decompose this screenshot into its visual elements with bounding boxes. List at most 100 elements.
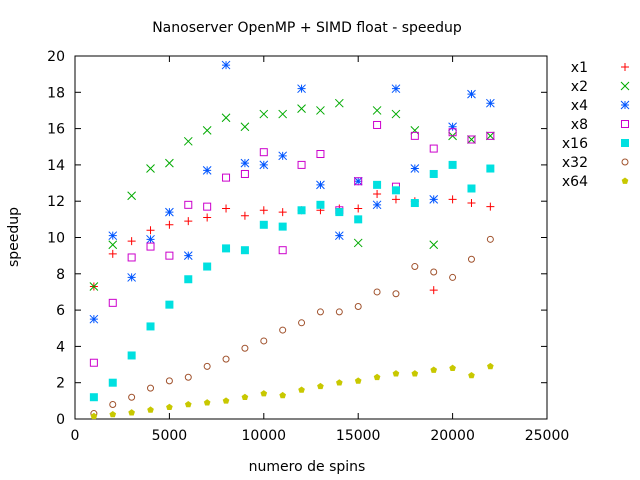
data-point-x64: [184, 400, 192, 408]
data-point-x16: [165, 300, 174, 309]
data-point-x1: [184, 217, 193, 226]
legend-marker-x8: [621, 120, 629, 128]
data-point-x64: [487, 362, 494, 370]
data-point-x4: [486, 98, 495, 108]
data-point-x64: [411, 370, 419, 377]
data-point-x1: [222, 204, 231, 213]
data-point-x2: [297, 104, 306, 113]
data-point-x32: [298, 319, 306, 327]
data-point-x8: [448, 128, 457, 137]
data-point-x4: [259, 160, 269, 170]
data-point-x2: [165, 158, 174, 168]
data-point-x16: [391, 186, 400, 195]
data-point-x16: [410, 199, 419, 208]
y-tick-label: 2: [56, 376, 65, 392]
data-point-x8: [165, 251, 174, 260]
data-point-x8: [259, 148, 268, 157]
data-point-x4: [372, 200, 382, 210]
data-point-x1: [391, 195, 400, 204]
x-axis-label: numero de spins: [249, 459, 366, 475]
data-point-x1: [240, 211, 249, 220]
y-tick-label: 8: [56, 267, 65, 283]
data-point-x16: [240, 246, 249, 255]
data-point-x16: [127, 351, 136, 360]
y-tick-label: 6: [56, 303, 65, 319]
legend-label-x2: x2: [571, 79, 588, 95]
x-tick-label: 25000: [525, 428, 570, 444]
data-point-x2: [108, 240, 118, 250]
data-point-x4: [410, 164, 420, 173]
data-point-x1: [354, 204, 363, 213]
data-point-x64: [449, 364, 456, 372]
data-point-x2: [467, 135, 476, 144]
data-point-x8: [467, 135, 476, 144]
data-point-x8: [354, 177, 363, 186]
data-point-x2: [278, 109, 288, 119]
data-point-x64: [430, 366, 438, 373]
data-point-x32: [486, 235, 494, 243]
data-point-x64: [147, 406, 154, 413]
data-point-x4: [146, 234, 155, 244]
legend-label-x8: x8: [571, 117, 588, 133]
data-point-x16: [184, 275, 193, 284]
data-point-x2: [410, 126, 420, 135]
data-point-x4: [165, 207, 174, 217]
data-point-x16: [448, 160, 457, 169]
data-point-x1: [467, 199, 476, 208]
x-tick-label: 5000: [152, 428, 188, 444]
data-point-x1: [486, 202, 495, 211]
data-point-x16: [146, 322, 155, 331]
data-point-x8: [410, 131, 419, 140]
data-point-x2: [486, 131, 495, 141]
y-tick-label: 0: [56, 412, 65, 428]
data-point-x2: [202, 126, 212, 135]
data-point-x64: [260, 390, 268, 397]
data-point-x32: [222, 355, 230, 363]
data-point-x4: [429, 195, 439, 204]
data-point-x16: [259, 220, 268, 229]
data-point-x64: [317, 382, 324, 390]
data-point-x8: [297, 160, 306, 169]
legend-marker-x64: [621, 177, 629, 184]
data-point-x32: [165, 377, 173, 385]
data-point-x4: [278, 151, 288, 161]
data-point-x64: [241, 393, 249, 401]
data-point-x1: [127, 237, 136, 246]
axes: 0 5000 10000 15000 20000 25000 0 2 4 6 8 10 12 14 16 18…: [47, 49, 569, 444]
data-point-x16: [278, 222, 287, 231]
data-point-x4: [334, 231, 344, 241]
data-point-x32: [279, 326, 287, 334]
data-point-x8: [316, 150, 325, 159]
data-point-x8: [127, 253, 136, 262]
data-point-x8: [373, 120, 382, 129]
chart-title: Nanoserver OpenMP + SIMD float - speedup: [152, 20, 462, 36]
data-point-x1: [429, 286, 438, 295]
data-point-x32: [147, 384, 155, 392]
data-point-x64: [279, 391, 287, 399]
data-point-x8: [146, 242, 155, 251]
legend: x1 x2 x4 x8 x16 x32 x64: [562, 60, 630, 190]
data-point-x8: [203, 202, 212, 211]
data-point-x8: [429, 144, 438, 153]
data-point-x32: [109, 400, 117, 408]
legend-label-x1: x1: [571, 60, 588, 76]
data-point-x2: [353, 238, 363, 248]
x-tick-label: 10000: [242, 428, 287, 444]
legend-marker-x16: [621, 139, 629, 147]
data-point-x4: [467, 89, 476, 99]
data-point-x2: [240, 122, 250, 132]
x-tick-label: 20000: [430, 428, 475, 444]
data-point-x64: [203, 399, 211, 406]
data-point-x2: [334, 98, 344, 108]
data-point-x1: [373, 189, 382, 198]
legend-label-x4: x4: [571, 98, 588, 114]
y-tick-label: 12: [47, 194, 65, 210]
data-point-x16: [297, 206, 306, 215]
data-point-x32: [241, 344, 249, 352]
data-point-x64: [128, 409, 135, 416]
data-point-x64: [166, 403, 173, 411]
data-point-x4: [448, 122, 457, 132]
data-point-x2: [259, 109, 269, 119]
data-point-x16: [429, 169, 438, 178]
